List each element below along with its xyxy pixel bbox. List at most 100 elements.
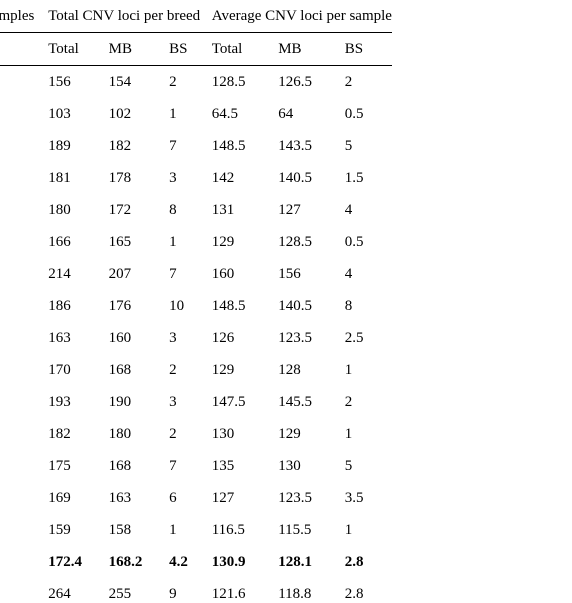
avg-total-cell: 147.5 [212, 386, 279, 418]
avg-mb-cell: 115.5 [278, 514, 345, 546]
avg-total-cell: 148.5 [212, 290, 279, 322]
avg-total-cell: 121.6 [212, 578, 279, 603]
total-cell: 159 [48, 514, 108, 546]
samples-cell: 2 [0, 98, 48, 130]
avg-total-cell: 130.9 [212, 546, 279, 578]
avg-mb-cell: 118.8 [278, 578, 345, 603]
mb-cell: 168 [109, 450, 169, 482]
avg-bs-cell: 2.5 [345, 322, 392, 354]
bs-cell: 1 [169, 98, 212, 130]
mb-cell: 172 [109, 194, 169, 226]
samples-cell: 2 [0, 322, 48, 354]
mb-cell: 102 [109, 98, 169, 130]
total-cell: 175 [48, 450, 108, 482]
total-cell: 169 [48, 482, 108, 514]
bs-cell: 3 [169, 386, 212, 418]
header-row-sub: Total MB BS Total MB BS [0, 33, 392, 66]
avg-total-cell: 142 [212, 162, 279, 194]
avg-total-cell: 160 [212, 258, 279, 290]
avg-mb-cell: 145.5 [278, 386, 345, 418]
avg-mb-cell: 123.5 [278, 482, 345, 514]
avg-bs-cell: 2.8 [345, 578, 392, 603]
samples-cell: 10 [0, 578, 48, 603]
col-bs: BS [169, 33, 212, 66]
last-row: 10 264 255 9 121.6 118.8 2.8 [0, 578, 392, 603]
samples-cell: 2 [0, 546, 48, 578]
bs-cell: 1 [169, 514, 212, 546]
table-row: 21661651129128.50.5 [0, 226, 392, 258]
col-group-avg: Average CNV loci per sample [212, 0, 392, 33]
samples-cell: 2 [0, 290, 48, 322]
average-row: 2 172.4 168.2 4.2 130.9 128.1 2.8 [0, 546, 392, 578]
table-row: 21591581116.5115.51 [0, 514, 392, 546]
total-cell: 170 [48, 354, 108, 386]
mb-cell: 165 [109, 226, 169, 258]
samples-cell: 2 [0, 130, 48, 162]
avg-mb-cell: 130 [278, 450, 345, 482]
table-row: (CCS)21891827148.5143.55 [0, 130, 392, 162]
avg-bs-cell: 2 [345, 386, 392, 418]
mb-cell: 176 [109, 290, 169, 322]
mb-cell: 190 [109, 386, 169, 418]
samples-cell: 2 [0, 194, 48, 226]
samples-cell: 2 [0, 258, 48, 290]
avg-bs-cell: 1 [345, 354, 392, 386]
samples-cell: 2 [0, 418, 48, 450]
avg-total-cell: 131 [212, 194, 279, 226]
table-row: 21811783142140.51.5 [0, 162, 392, 194]
mb-cell: 158 [109, 514, 169, 546]
bs-cell: 4.2 [169, 546, 212, 578]
avg-mb-cell: 128.5 [278, 226, 345, 258]
header-row-groups: Samples Total CNV loci per breed Average… [0, 0, 392, 33]
total-cell: 214 [48, 258, 108, 290]
total-cell: 166 [48, 226, 108, 258]
avg-total-cell: 148.5 [212, 130, 279, 162]
samples-cell: 2 [0, 66, 48, 99]
avg-mb-cell: 123.5 [278, 322, 345, 354]
bs-cell: 2 [169, 418, 212, 450]
total-cell: 103 [48, 98, 108, 130]
avg-mb-cell: 64 [278, 98, 345, 130]
avg-total-cell: 129 [212, 354, 279, 386]
avg-total-cell: 64.5 [212, 98, 279, 130]
total-cell: 163 [48, 322, 108, 354]
bs-cell: 6 [169, 482, 212, 514]
mb-cell: 163 [109, 482, 169, 514]
bs-cell: 2 [169, 66, 212, 99]
table-row: 2103102164.5640.5 [0, 98, 392, 130]
avg-mb-cell: 128 [278, 354, 345, 386]
table-row: 21561542128.5126.52 [0, 66, 392, 99]
avg-bs-cell: 2 [345, 66, 392, 99]
table-row: iever (NSD)21931903147.5145.52 [0, 386, 392, 418]
samples-cell: 2 [0, 482, 48, 514]
samples-cell: 2 [0, 354, 48, 386]
total-cell: 264 [48, 578, 108, 603]
total-cell: 189 [48, 130, 108, 162]
samples-cell: 2 [0, 386, 48, 418]
total-cell: 156 [48, 66, 108, 99]
bs-cell: 7 [169, 258, 212, 290]
mb-cell: 255 [109, 578, 169, 603]
avg-mb-cell: 140.5 [278, 290, 345, 322]
col-total: Total [48, 33, 108, 66]
bs-cell: 7 [169, 450, 212, 482]
avg-mb-cell: 156 [278, 258, 345, 290]
avg-mb-cell: 129 [278, 418, 345, 450]
avg-bs-cell: 1 [345, 418, 392, 450]
avg-total-cell: 127 [212, 482, 279, 514]
total-cell: 182 [48, 418, 108, 450]
mb-cell: 207 [109, 258, 169, 290]
avg-bs-cell: 5 [345, 450, 392, 482]
bs-cell: 8 [169, 194, 212, 226]
table-row: 217016821291281 [0, 354, 392, 386]
samples-cell: 2 [0, 226, 48, 258]
bs-cell: 7 [169, 130, 212, 162]
avg-bs-cell: 0.5 [345, 226, 392, 258]
total-cell: 180 [48, 194, 108, 226]
table-row: 21691636127123.53.5 [0, 482, 392, 514]
avg-total-cell: 116.5 [212, 514, 279, 546]
bs-cell: 3 [169, 322, 212, 354]
mb-cell: 178 [109, 162, 169, 194]
table-row: 21631603126123.52.5 [0, 322, 392, 354]
samples-cell: 2 [0, 450, 48, 482]
